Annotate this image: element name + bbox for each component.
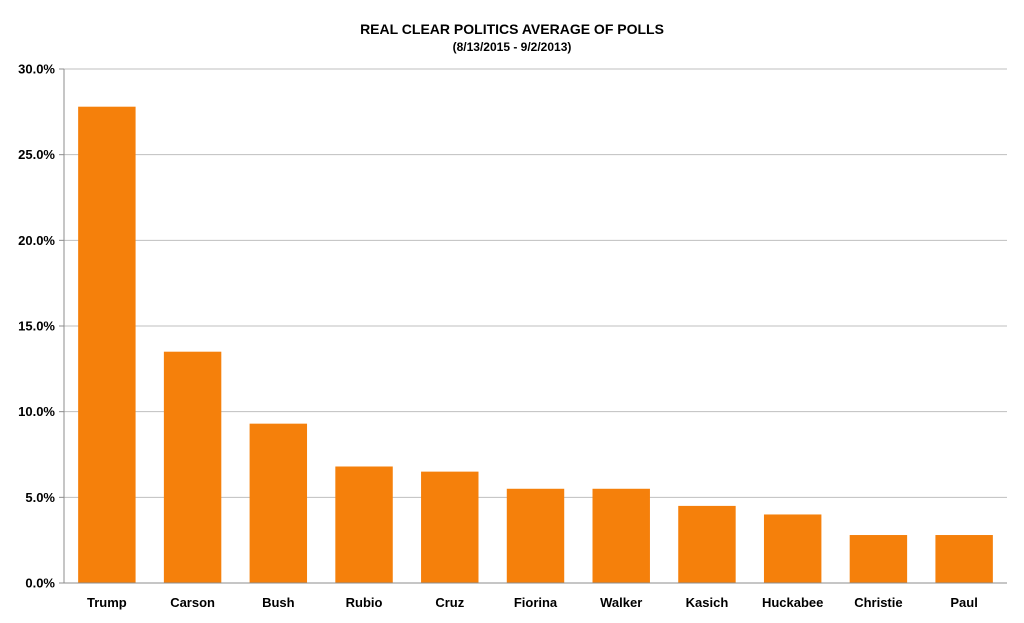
x-tick-label: Walker <box>600 595 642 610</box>
y-tick-label: 15.0% <box>18 319 55 334</box>
x-axis-labels: Trump Carson Bush Rubio Cruz Fiorina Walker Kas… <box>87 595 978 610</box>
y-tick-label: 30.0% <box>18 62 55 77</box>
y-tick-label: 0.0% <box>25 576 55 591</box>
bars <box>78 106 993 584</box>
x-tick-label: Rubio <box>346 595 383 610</box>
y-axis-ticks: 0.0% 5.0% 10.0% 15.0% 20.0% 25.0% 30.0% <box>18 62 64 591</box>
x-tick-label: Paul <box>950 595 977 610</box>
bar-cruz <box>421 471 479 583</box>
bar-trump <box>78 106 136 584</box>
bar-walker <box>592 488 650 583</box>
x-tick-label: Christie <box>854 595 902 610</box>
x-tick-label: Huckabee <box>762 595 823 610</box>
chart-title: REAL CLEAR POLITICS AVERAGE OF POLLS <box>360 21 664 37</box>
bar-fiorina <box>506 488 565 583</box>
y-tick-label: 20.0% <box>18 233 55 248</box>
bar-rubio <box>335 466 393 583</box>
x-tick-label: Bush <box>262 595 295 610</box>
bar-huckabee <box>763 514 822 583</box>
bar-carson <box>163 351 222 583</box>
y-tick-label: 5.0% <box>25 490 55 505</box>
bar-bush <box>249 423 308 583</box>
bar-christie <box>849 535 908 583</box>
y-tick-label: 10.0% <box>18 404 55 419</box>
x-tick-label: Trump <box>87 595 127 610</box>
bar-paul <box>935 535 993 583</box>
x-tick-label: Fiorina <box>514 595 558 610</box>
x-tick-label: Cruz <box>435 595 464 610</box>
x-tick-label: Carson <box>170 595 215 610</box>
y-tick-label: 25.0% <box>18 147 55 162</box>
bar-kasich <box>678 505 736 583</box>
chart-subtitle: (8/13/2015 - 9/2/2013) <box>453 40 572 54</box>
x-tick-label: Kasich <box>686 595 729 610</box>
